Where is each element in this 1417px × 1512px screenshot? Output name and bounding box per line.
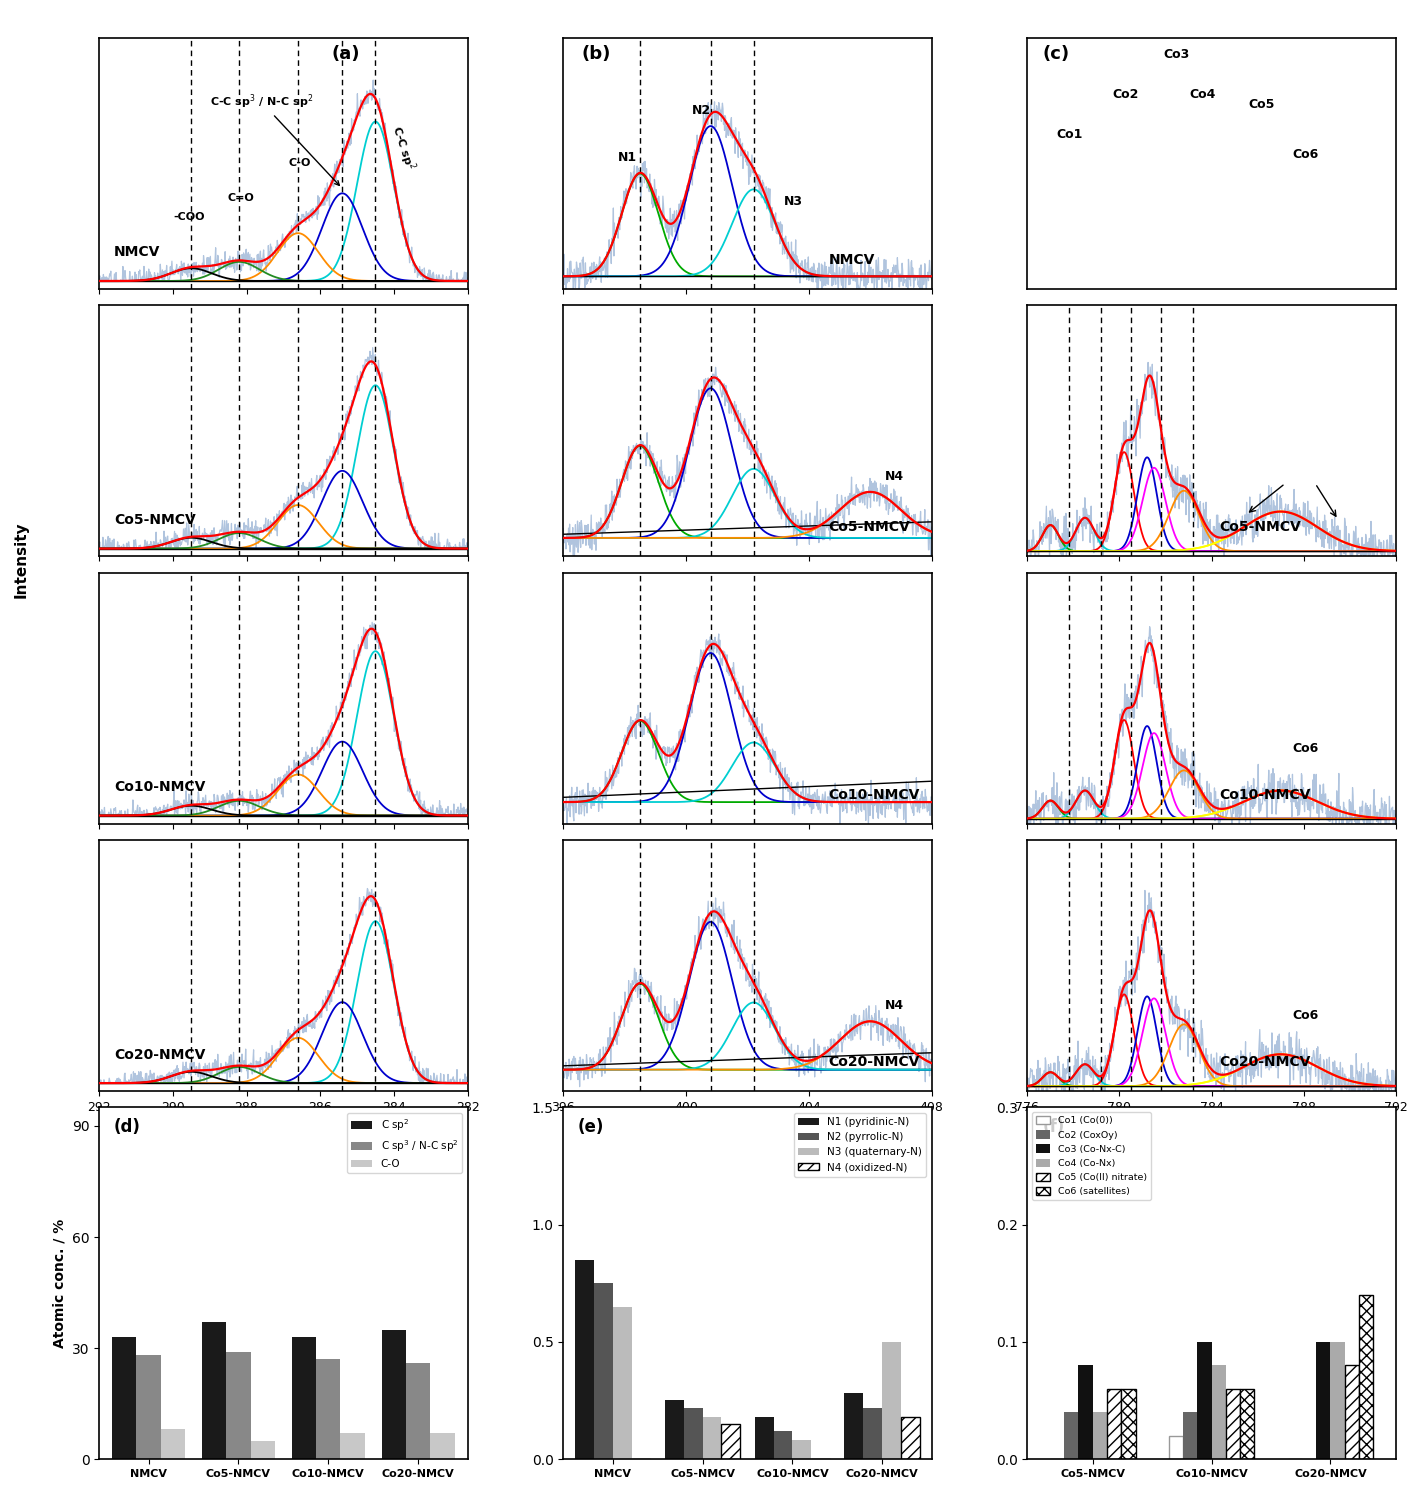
Text: Co5-NMCV: Co5-NMCV [1219, 520, 1301, 534]
Text: Intensity: Intensity [14, 522, 28, 597]
Text: Co4: Co4 [1189, 88, 1216, 101]
Bar [1078, 1365, 1093, 1459]
Text: Co6: Co6 [1292, 148, 1319, 162]
Text: C-C sp$^3$ / N-C sp$^2$: C-C sp$^3$ / N-C sp$^2$ [210, 92, 339, 186]
Bar [340, 1433, 364, 1459]
Bar [863, 1408, 883, 1459]
Bar [1212, 1365, 1226, 1459]
Bar [901, 1417, 920, 1459]
Text: Co10-NMCV: Co10-NMCV [829, 788, 920, 801]
Bar [1169, 1435, 1183, 1459]
Bar [721, 1424, 740, 1459]
Text: (e): (e) [578, 1117, 605, 1136]
Bar [755, 1417, 774, 1459]
Text: Co6: Co6 [1292, 742, 1318, 754]
Bar [774, 1430, 792, 1459]
Bar [431, 1433, 455, 1459]
Text: Co20-NMCV: Co20-NMCV [1219, 1055, 1311, 1069]
Text: Co5: Co5 [1248, 98, 1275, 110]
Text: (b): (b) [582, 45, 611, 64]
Text: Co5-NMCV: Co5-NMCV [829, 520, 910, 534]
Text: Co1: Co1 [1057, 129, 1083, 141]
Text: N4: N4 [886, 470, 904, 484]
Bar [792, 1441, 812, 1459]
Text: N1: N1 [618, 151, 638, 165]
Bar [665, 1400, 683, 1459]
Bar [883, 1341, 901, 1459]
Text: -COO: -COO [174, 212, 205, 222]
Legend: C sp$^2$, C sp$^3$ / N-C sp$^2$, C-O: C sp$^2$, C sp$^3$ / N-C sp$^2$, C-O [347, 1113, 462, 1173]
Text: Co3: Co3 [1163, 48, 1190, 60]
Text: N3: N3 [784, 195, 803, 209]
Bar [1107, 1388, 1121, 1459]
Text: NMCV: NMCV [829, 253, 874, 266]
Bar [1345, 1365, 1359, 1459]
Bar [1197, 1341, 1212, 1459]
Legend: N1 (pyridinic-N), N2 (pyrrolic-N), N3 (quaternary-N), N4 (oxidized-N): N1 (pyridinic-N), N2 (pyrrolic-N), N3 (q… [794, 1113, 927, 1176]
Text: Co20-NMCV: Co20-NMCV [113, 1048, 205, 1061]
Text: Co2: Co2 [1112, 88, 1138, 101]
Bar [227, 1352, 251, 1459]
Text: Co5-NMCV: Co5-NMCV [113, 513, 196, 526]
Text: Co10-NMCV: Co10-NMCV [1219, 788, 1311, 801]
Y-axis label: Atomic conc. / %: Atomic conc. / % [52, 1219, 67, 1347]
Bar [1093, 1412, 1107, 1459]
Bar [160, 1429, 186, 1459]
Bar [112, 1337, 136, 1459]
Bar [594, 1284, 612, 1459]
Bar [1121, 1388, 1135, 1459]
Bar [1316, 1341, 1331, 1459]
Text: (d): (d) [113, 1117, 140, 1136]
Bar [703, 1417, 721, 1459]
Text: (f): (f) [1041, 1117, 1064, 1136]
Legend: Co1 (Co(0)), Co2 (CoxOy), Co3 (Co-Nx-C), Co4 (Co-Nx), Co5 (Co(II) nitrate), Co6 : Co1 (Co(0)), Co2 (CoxOy), Co3 (Co-Nx-C),… [1032, 1113, 1151, 1201]
Text: (a): (a) [332, 45, 360, 64]
Bar [1064, 1412, 1078, 1459]
Bar [1240, 1388, 1254, 1459]
Text: Co20-NMCV: Co20-NMCV [829, 1055, 920, 1069]
Bar [292, 1337, 316, 1459]
Text: N2: N2 [691, 104, 711, 116]
Bar [575, 1259, 594, 1459]
Text: Co10-NMCV: Co10-NMCV [113, 780, 205, 794]
Bar [1359, 1294, 1373, 1459]
Bar [203, 1321, 227, 1459]
X-axis label: Binding energy / eV: Binding energy / eV [663, 1119, 832, 1134]
Text: C-O: C-O [289, 159, 312, 168]
Bar [316, 1359, 340, 1459]
Bar [683, 1408, 703, 1459]
Text: Co6: Co6 [1292, 1010, 1318, 1022]
Text: C=O: C=O [228, 194, 255, 203]
Bar [381, 1329, 407, 1459]
Text: C-C sp$^2$: C-C sp$^2$ [387, 124, 419, 172]
Bar [845, 1394, 863, 1459]
Bar [1331, 1341, 1345, 1459]
Text: NMCV: NMCV [113, 245, 160, 259]
Text: (c): (c) [1041, 45, 1070, 64]
Text: N4: N4 [886, 999, 904, 1012]
Bar [1183, 1412, 1197, 1459]
Bar [1226, 1388, 1240, 1459]
Bar [136, 1355, 160, 1459]
Bar [407, 1362, 431, 1459]
Bar [251, 1441, 275, 1459]
Bar [612, 1306, 632, 1459]
